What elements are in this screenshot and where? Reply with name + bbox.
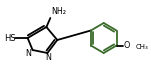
Text: N: N bbox=[26, 49, 32, 58]
Text: O: O bbox=[123, 41, 130, 50]
Text: NH₂: NH₂ bbox=[52, 6, 67, 15]
Text: N: N bbox=[45, 53, 51, 61]
Text: HS: HS bbox=[4, 33, 16, 43]
Text: CH₃: CH₃ bbox=[135, 43, 148, 50]
